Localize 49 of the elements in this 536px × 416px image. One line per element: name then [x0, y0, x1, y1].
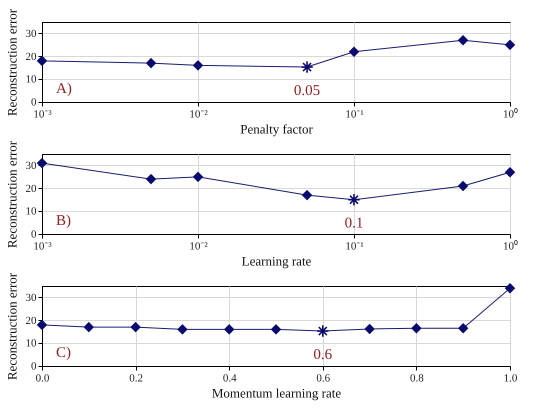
x-axis-title: Learning rate	[242, 254, 312, 268]
annotation: C)	[56, 345, 72, 361]
y-tick-label: 10	[26, 74, 37, 86]
x-axis-title: Momentum learning rate	[212, 386, 342, 400]
y-tick-label: 0	[31, 96, 37, 108]
x-tick-label: 0.2	[129, 372, 143, 384]
x-tick-label: 10⁻³	[33, 108, 52, 120]
y-tick-label: 30	[26, 292, 37, 304]
annotation: A)	[56, 81, 72, 97]
x-tick-label: 10⁻³	[33, 240, 52, 252]
x-tick-label: 10⁰	[503, 240, 518, 252]
y-tick-label: 20	[26, 182, 37, 195]
point	[270, 324, 282, 335]
x-tick-label: 0.8	[410, 372, 424, 384]
point	[130, 322, 141, 332]
x-tick-label: 0.4	[222, 372, 238, 384]
y-tick-label: 30	[26, 160, 37, 172]
annotation: 0.6	[313, 347, 333, 364]
y-tick-label: 20	[26, 314, 37, 327]
y-axis-title: Reconstruction error	[4, 140, 20, 248]
x-tick-label: 1.0	[504, 372, 518, 384]
y-tick-label: 30	[26, 28, 37, 40]
point	[411, 323, 422, 334]
y-tick-label: 20	[26, 50, 37, 63]
y-tick-label: 0	[31, 228, 37, 240]
x-tick-label: 10⁻¹	[345, 240, 364, 252]
x-tick-label: 10⁰	[503, 108, 518, 120]
x-tick-label: 0.6	[316, 372, 331, 384]
x-tick-label: 0.0	[36, 372, 50, 384]
point	[84, 322, 94, 332]
annotation: 0.05	[294, 83, 320, 100]
point	[504, 283, 516, 294]
point	[224, 324, 234, 335]
y-axis-title: Reconstruction error	[4, 272, 20, 380]
point	[316, 324, 330, 338]
point	[36, 320, 48, 330]
y-tick-label: 10	[26, 206, 37, 218]
x-tick-label: 10⁻¹	[345, 108, 364, 120]
y-tick-label: 0	[31, 360, 37, 372]
annotation: 0.1	[344, 216, 364, 232]
x-tick-label: 10⁻²	[189, 240, 208, 252]
point	[177, 324, 188, 335]
point	[458, 323, 468, 334]
annotation: B)	[56, 213, 72, 229]
x-axis-title: Penalty factor	[240, 122, 314, 136]
point	[364, 324, 375, 334]
y-axis-title: Reconstruction error	[4, 8, 20, 116]
x-tick-label: 10⁻²	[189, 108, 208, 120]
y-tick-label: 10	[26, 338, 37, 350]
